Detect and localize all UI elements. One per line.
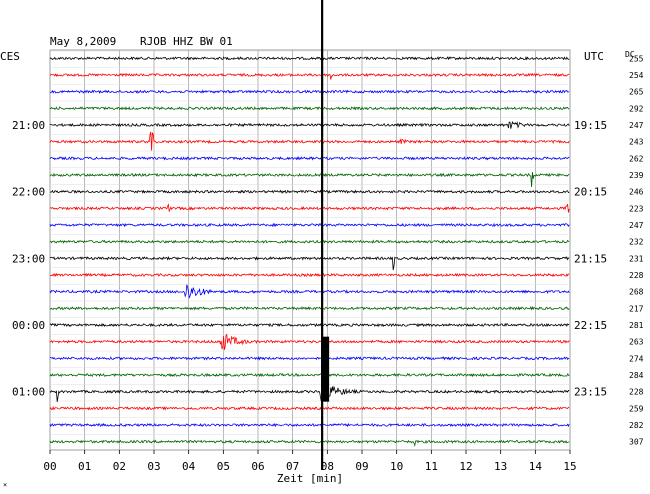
big-event-layer (321, 0, 330, 470)
seismic-trace (49, 385, 570, 402)
right-hour-labels: 19:15 20:15 21:15 22:15 23:15 (574, 119, 607, 399)
plot-frame (49, 49, 571, 451)
right-hour-label: 20:15 (574, 186, 607, 199)
x-tick-label: 10 (390, 460, 403, 473)
right-hour-label: 22:15 (574, 319, 607, 332)
x-tick-label: 05 (217, 460, 230, 473)
right-hour-label: 21:15 (574, 252, 607, 265)
dc-offset-label: 284 (629, 371, 644, 380)
dc-offset-label: 281 (629, 321, 644, 330)
big-event-saturation (321, 336, 330, 402)
x-tick-labels: 00 01 02 03 04 05 06 07 08 09 10 11 12 13 14 15 (43, 450, 577, 473)
x-tick-label: 15 (563, 460, 576, 473)
left-hour-label: 00:00 (12, 319, 45, 332)
seismic-trace (49, 172, 570, 188)
seismic-trace (49, 422, 570, 428)
seismic-trace (49, 322, 570, 328)
right-hour-label: 19:15 (574, 119, 607, 132)
dc-offset-label: 231 (629, 254, 644, 263)
seismic-trace (49, 106, 570, 111)
right-hour-label: 23:15 (574, 386, 607, 399)
left-hour-label: 22:00 (12, 186, 45, 199)
dc-offset-label: 265 (629, 88, 644, 97)
seismic-trace (49, 255, 570, 271)
seismic-trace (49, 222, 570, 228)
x-tick-label: 06 (251, 460, 264, 473)
right-zone-label: UTC (584, 50, 604, 63)
dc-offset-label: 268 (629, 288, 644, 297)
dc-offset-label: 254 (629, 71, 644, 80)
date-label: May 8,2009 (50, 35, 116, 48)
x-tick-label: 02 (113, 460, 126, 473)
x-tick-label: 11 (425, 460, 438, 473)
x-tick-label: 00 (43, 460, 56, 473)
dc-offset-label: 232 (629, 238, 644, 247)
left-hour-label: 23:00 (12, 252, 45, 265)
dc-offset-label: 228 (629, 388, 644, 397)
dc-offset-label: 259 (629, 404, 644, 413)
x-tick-label: 07 (286, 460, 299, 473)
dc-offset-label: 247 (629, 121, 644, 130)
x-axis-label: Zeit [min] (277, 472, 343, 485)
dc-offset-label: 247 (629, 221, 644, 230)
x-tick-label: 04 (182, 460, 196, 473)
seismic-trace (49, 333, 570, 350)
dc-offset-label: 255 (629, 54, 644, 63)
seismic-trace (49, 203, 570, 213)
left-zone-label: CES (0, 50, 20, 63)
x-tick-label: 12 (459, 460, 472, 473)
seismic-trace (49, 189, 570, 194)
grid-lines (49, 49, 571, 451)
dc-offset-label: 307 (629, 438, 644, 447)
station-label: RJOB HHZ BW 01 (140, 35, 233, 48)
x-tick-label: 09 (355, 460, 368, 473)
dc-offset-label: 292 (629, 104, 644, 113)
seismic-trace (49, 372, 570, 378)
seismic-trace (49, 356, 570, 361)
dc-offset-label: 239 (629, 171, 644, 180)
seismic-trace (49, 406, 570, 411)
seismic-trace (49, 239, 570, 244)
dc-offset-label: 263 (629, 338, 644, 347)
left-hour-labels: 21:00 22:00 23:00 00:00 01:00 (12, 119, 45, 399)
dc-offset-label: 282 (629, 421, 644, 430)
seismic-trace (49, 89, 570, 94)
seismic-trace (49, 156, 570, 161)
x-tick-label: 13 (494, 460, 507, 473)
seismic-trace (49, 305, 570, 311)
dc-offset-label: 262 (629, 154, 644, 163)
dc-offset-label: 223 (629, 204, 644, 213)
dc-offset-label: 243 (629, 138, 644, 147)
dc-offset-label: 274 (629, 354, 644, 363)
dc-offset-labels: 255 254 265 292 247 243 262 239 246 223 247 232 231 2… (629, 54, 644, 446)
x-tick-label: 14 (529, 460, 543, 473)
dc-column-header: DC (625, 50, 635, 59)
trace-group (49, 56, 570, 447)
corner-mark: × (3, 481, 7, 489)
seismic-trace (49, 131, 570, 151)
dc-offset-label: 217 (629, 304, 644, 313)
seismic-trace (49, 272, 570, 278)
left-hour-label: 21:00 (12, 119, 45, 132)
x-tick-label: 01 (78, 460, 91, 473)
left-hour-label: 01:00 (12, 386, 45, 399)
seismic-trace (49, 439, 570, 447)
seismic-trace (49, 284, 570, 300)
seismic-trace (49, 121, 570, 129)
seismic-trace (49, 56, 570, 61)
x-tick-label: 08 (321, 460, 334, 473)
seismic-trace (49, 72, 570, 80)
dc-offset-label: 228 (629, 271, 644, 280)
x-tick-label: 03 (147, 460, 160, 473)
dc-offset-label: 246 (629, 188, 644, 197)
